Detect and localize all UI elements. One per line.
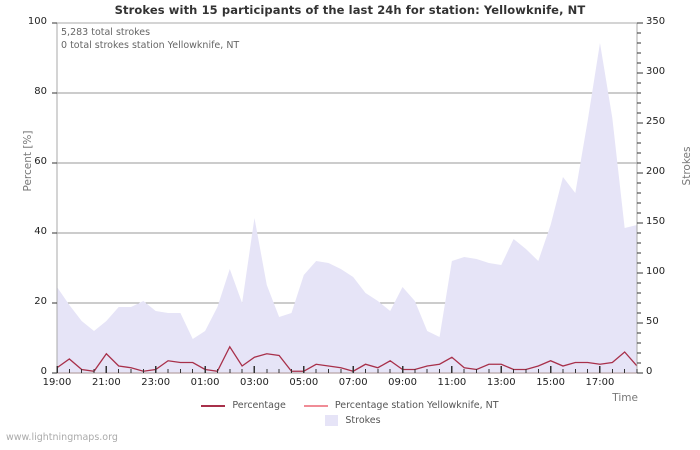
x-axis-tick-21-00: 21:00 [91,377,121,388]
chart-title: Strokes with 15 participants of the last… [114,3,586,17]
y-axis-right-tick-250: 250 [646,116,666,127]
y-axis-right-tick-200: 200 [646,166,666,177]
x-axis-tick-07-00: 07:00 [338,377,368,388]
legend-swatch-percentage-icon [201,404,226,407]
x-axis-title: Time [612,392,638,404]
footer-watermark: www.lightningmaps.org [6,432,118,443]
y-axis-right-tick-0: 0 [646,366,653,377]
x-axis-tick-23-00: 23:00 [141,377,171,388]
chart-legend: Percentage Percentage station Yellowknif… [0,398,700,428]
legend-label-percentage: Percentage [232,400,286,411]
annotation-station-strokes: 0 total strokes station Yellowknife, NT [61,40,240,51]
y-axis-right-tick-50: 50 [646,316,659,327]
x-axis-tick-15-00: 15:00 [536,377,566,388]
y-axis-left-tick-0: 0 [40,366,47,377]
x-axis-tick-11-00: 11:00 [437,377,467,388]
x-axis-tick-19-00: 19:00 [42,377,72,388]
y-axis-left-tick-60: 60 [34,156,47,167]
legend-item-percentage-station[interactable]: Percentage station Yellowknife, NT [303,400,499,411]
y-axis-right-tick-100: 100 [646,266,666,277]
y-axis-right-tick-150: 150 [646,216,666,227]
legend-label-percentage-station: Percentage station Yellowknife, NT [334,400,499,411]
x-axis-tick-03-00: 03:00 [240,377,269,388]
legend-row-primary: Percentage Percentage station Yellowknif… [0,398,700,413]
y-axis-right-tick-350: 350 [646,16,666,27]
x-axis-tick-13-00: 13:00 [486,377,516,388]
y-axis-left-tick-100: 100 [27,16,47,27]
x-axis-tick-09-00: 09:00 [388,377,417,388]
annotation-total-strokes: 5,283 total strokes [61,27,151,38]
legend-swatch-percentage-station-icon [303,404,328,407]
x-axis-tick-17-00: 17:00 [585,377,615,388]
legend-item-percentage[interactable]: Percentage [201,400,286,411]
y-axis-left-tick-40: 40 [34,226,47,237]
legend-swatch-strokes-icon [325,415,339,426]
x-axis-tick-05-00: 05:00 [289,377,319,388]
legend-item-strokes[interactable]: Strokes [319,415,381,426]
legend-label-strokes: Strokes [345,415,381,426]
y-axis-right-tick-300: 300 [646,66,666,77]
x-axis-tick-01-00: 01:00 [190,377,220,388]
legend-row-secondary: Strokes [0,413,700,428]
y-axis-left-tick-80: 80 [34,86,47,97]
y-axis-left-tick-20: 20 [34,296,47,307]
